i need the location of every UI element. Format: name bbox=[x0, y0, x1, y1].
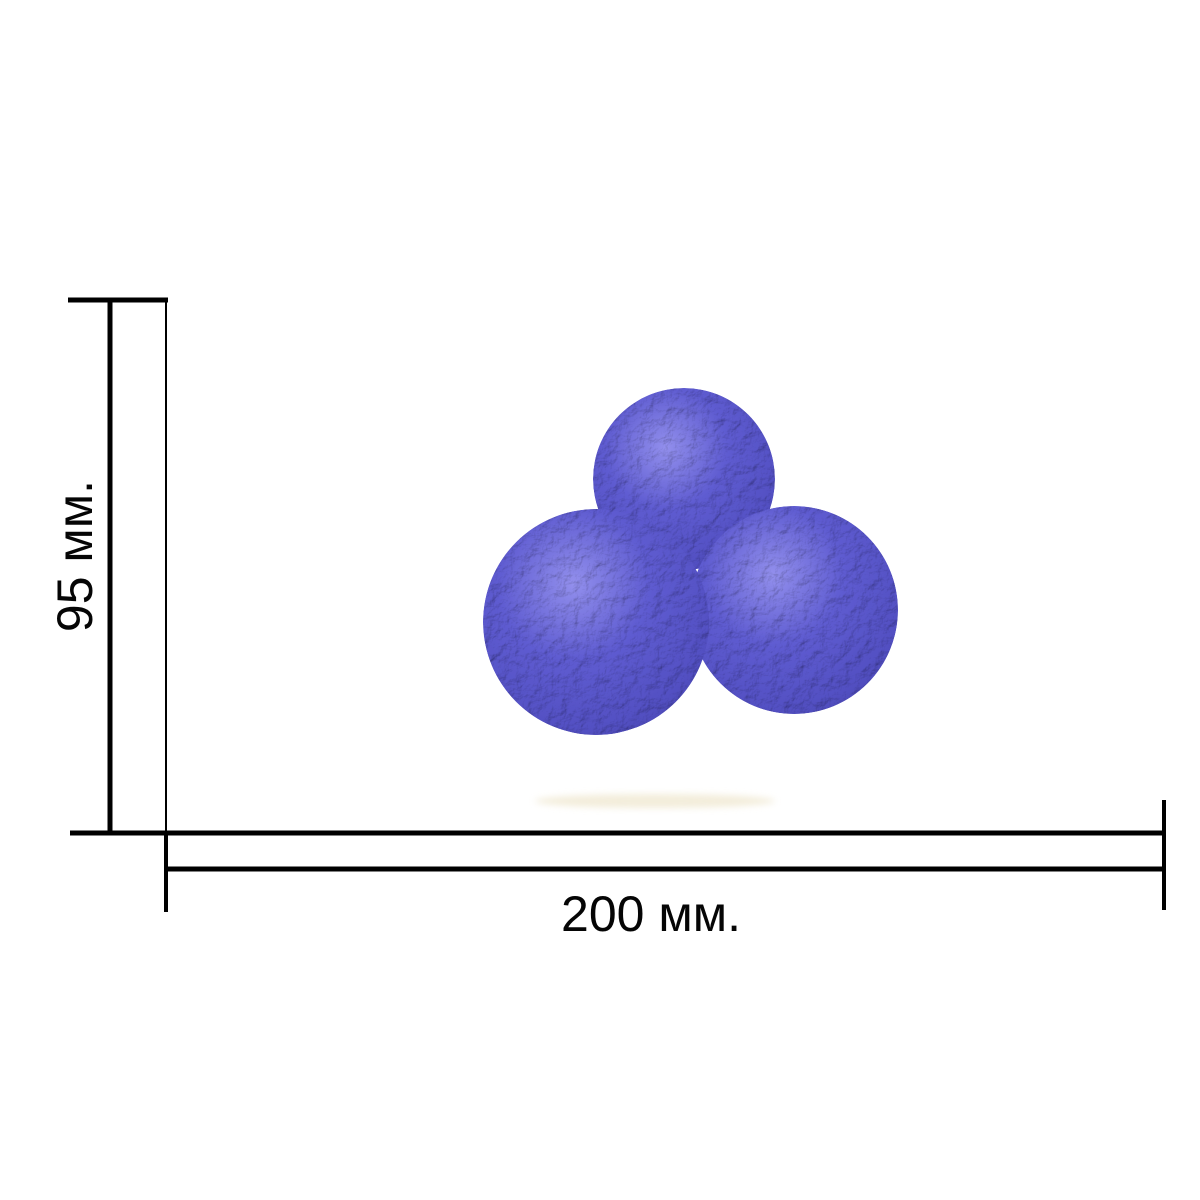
height-dimension-label: 95 мм. bbox=[47, 480, 103, 632]
product-balls bbox=[483, 388, 898, 735]
ball-left bbox=[483, 509, 709, 735]
ball-right bbox=[690, 506, 898, 714]
dimension-lines bbox=[68, 297, 1166, 912]
ground-shadow bbox=[535, 794, 775, 808]
width-dimension-label: 200 мм. bbox=[561, 886, 741, 942]
